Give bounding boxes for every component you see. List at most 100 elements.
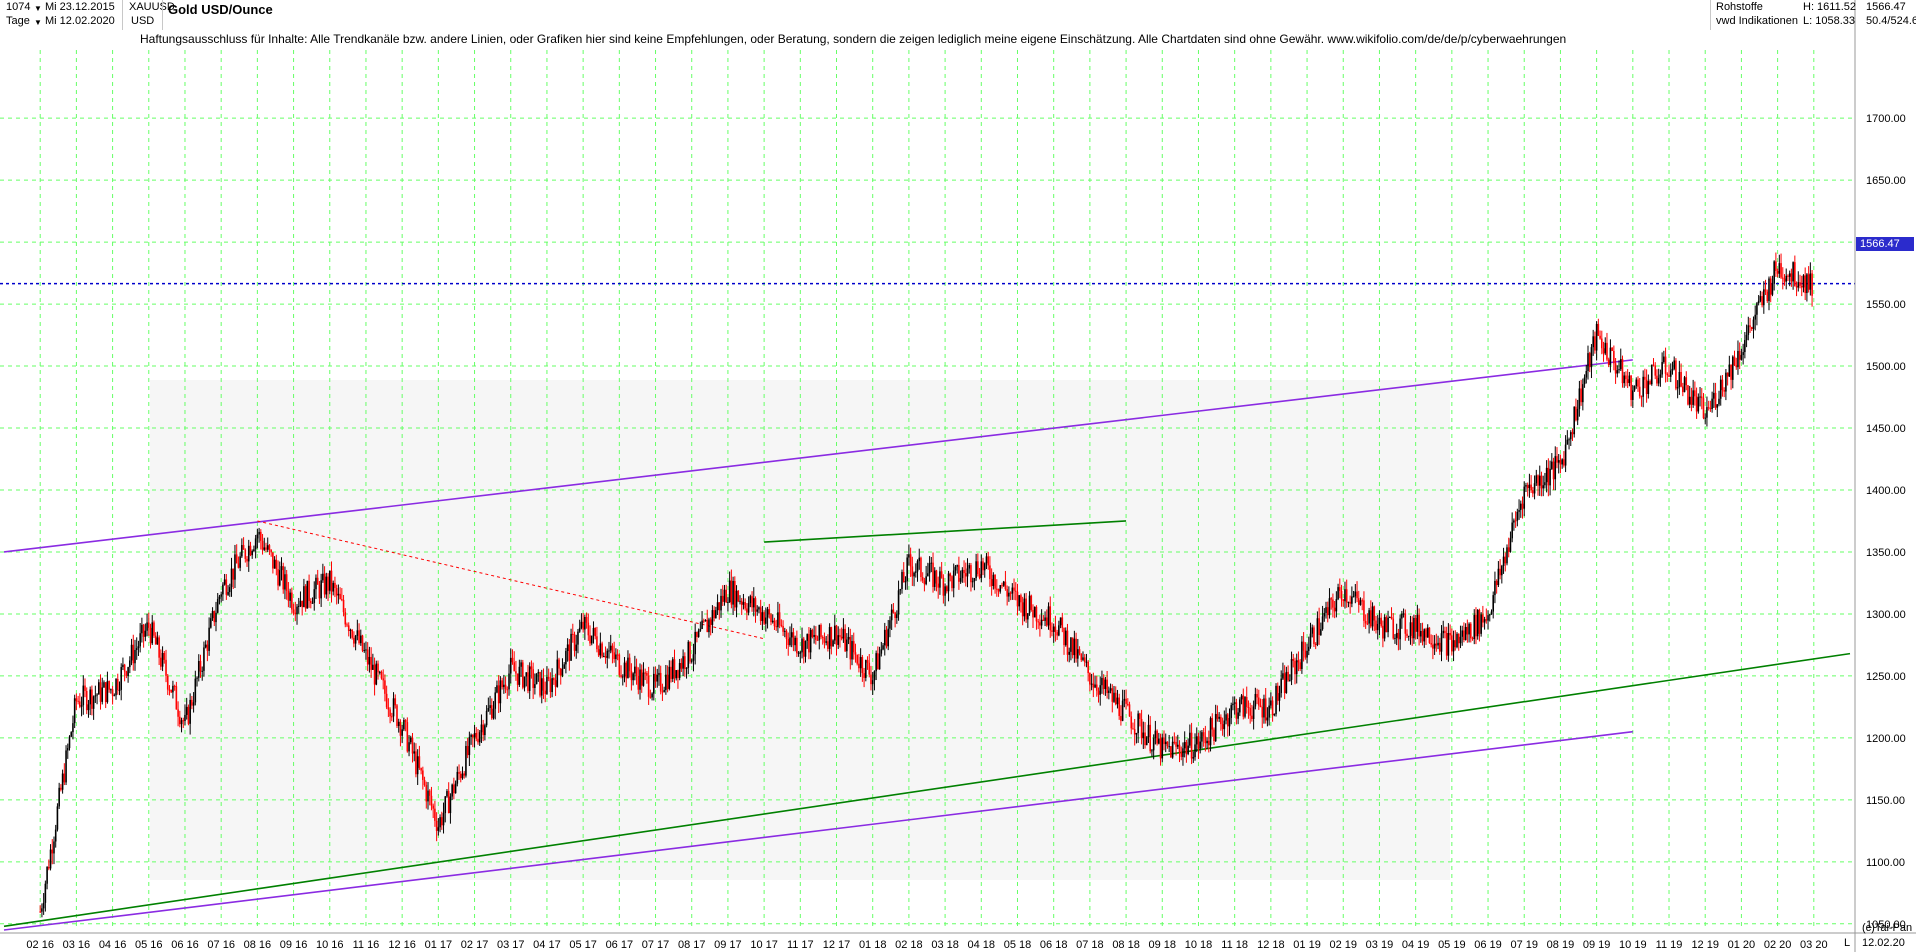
x-tick-label: 06 17	[606, 939, 634, 951]
high-value: H: 1611.52	[1803, 1, 1857, 13]
candle-body	[173, 685, 176, 687]
candle-body	[865, 660, 867, 678]
candle-body	[939, 571, 941, 588]
candle-body	[420, 767, 422, 771]
candle-body	[359, 635, 362, 644]
candle-body	[1063, 627, 1065, 646]
x-tick-label: 10 16	[316, 939, 344, 951]
candle-body	[1082, 657, 1084, 660]
candle-body	[175, 686, 178, 710]
trend-line-resistance	[257, 520, 765, 640]
x-tick-label: 07 18	[1076, 939, 1104, 951]
candle-body	[1421, 630, 1424, 642]
candle-body	[1363, 600, 1365, 621]
candle-body	[821, 636, 824, 638]
candle-body	[1152, 738, 1155, 751]
candle-body	[494, 692, 497, 709]
candle-body	[978, 574, 981, 578]
candle-body	[975, 561, 977, 579]
candle-body	[232, 568, 235, 580]
candle-body	[1663, 356, 1665, 363]
candle-body	[1482, 614, 1484, 623]
candle-body	[361, 635, 364, 651]
candle-body	[1716, 404, 1719, 408]
candle-body	[921, 577, 924, 581]
candle-body	[1754, 314, 1757, 320]
candle-body	[1239, 699, 1241, 713]
candle-body	[56, 806, 59, 830]
candle-body	[801, 638, 803, 653]
candle-body	[63, 773, 66, 783]
candle-body	[651, 693, 653, 698]
candle-body	[1194, 744, 1196, 758]
candle-body	[699, 629, 702, 631]
candle-body	[278, 570, 281, 586]
candle-body	[1045, 617, 1048, 626]
candle-body	[89, 689, 91, 705]
x-tick-label: 08 19	[1547, 939, 1575, 951]
candle-body	[642, 672, 645, 686]
candle-body	[1604, 342, 1607, 354]
candle-body	[868, 662, 871, 675]
candle-body	[490, 705, 493, 719]
candle-body	[430, 795, 433, 806]
candle-body	[744, 602, 746, 609]
candle-body	[1402, 613, 1405, 615]
candle-body	[1544, 482, 1546, 486]
candle-body	[463, 773, 466, 776]
candle-body	[928, 563, 931, 574]
candle-body	[1575, 406, 1577, 421]
candle-body	[368, 656, 371, 665]
candle-body	[1478, 610, 1481, 634]
candle-body	[501, 680, 503, 688]
candle-body	[142, 624, 145, 637]
candle-body	[1314, 644, 1317, 646]
candle-body	[1461, 630, 1463, 637]
candle-body	[189, 699, 191, 724]
candle-body	[1547, 467, 1550, 486]
candle-body	[1669, 370, 1672, 377]
candle-body	[94, 695, 97, 697]
period-dropdown-icon[interactable]: ▼	[34, 18, 42, 27]
candle-body	[1750, 327, 1753, 329]
candle-body	[399, 721, 402, 736]
candle-body	[1292, 658, 1295, 661]
candle-body	[1092, 683, 1095, 688]
candle-body	[608, 650, 610, 652]
candle-body	[702, 620, 705, 622]
candle-body	[266, 545, 269, 550]
candle-body	[446, 791, 448, 797]
candle-body	[1645, 379, 1648, 395]
candle-body	[141, 624, 143, 634]
candle-body	[1690, 396, 1693, 405]
candle-body	[384, 680, 386, 694]
bar-count-dropdown-icon[interactable]: ▼	[34, 4, 42, 13]
candle-body	[375, 663, 378, 685]
candle-body	[373, 664, 376, 685]
x-tick-label: 01 18	[859, 939, 887, 951]
candle-body	[1225, 714, 1227, 721]
candle-body	[261, 540, 264, 550]
candle-body	[1276, 685, 1279, 701]
candle-body	[1757, 300, 1760, 304]
candle-body	[1518, 510, 1520, 512]
candle-body	[1688, 396, 1691, 405]
candle-body	[649, 696, 652, 698]
candle-body	[973, 578, 976, 582]
candle-body	[325, 576, 328, 595]
candle-body	[75, 698, 78, 701]
candle-body	[110, 689, 112, 691]
candle-body	[1445, 632, 1448, 656]
candle-body	[487, 708, 490, 711]
candle-body	[1709, 408, 1712, 410]
candle-body	[1420, 630, 1422, 637]
candle-body	[716, 602, 719, 611]
candle-body	[1102, 677, 1105, 689]
candle-body	[1395, 632, 1398, 638]
candle-body	[1795, 286, 1798, 288]
candle-body	[315, 577, 317, 590]
candle-body	[308, 580, 310, 602]
low-value: L: 1058.33	[1803, 15, 1855, 27]
candle-body	[1061, 617, 1064, 628]
candle-body	[1244, 697, 1246, 717]
